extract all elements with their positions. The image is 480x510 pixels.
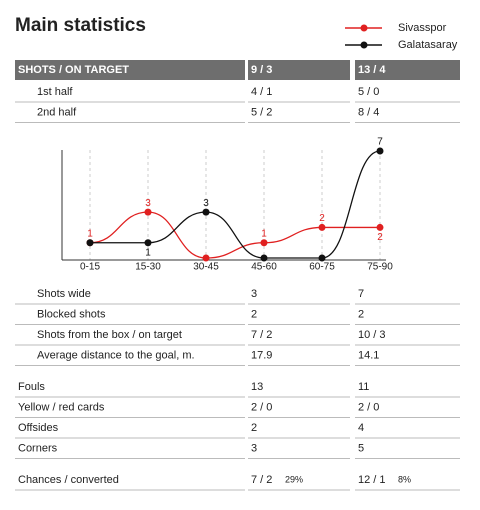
cell-text: 2 / 0 <box>358 401 379 413</box>
value-label: 1 <box>145 247 151 258</box>
cell-text: 4 <box>358 422 364 434</box>
x-tick-label: 15-30 <box>135 262 161 273</box>
title: Main statistics <box>15 15 146 36</box>
header-text: 13 / 4 <box>358 64 386 76</box>
cell-text: 5 / 2 <box>251 106 272 118</box>
cell-text: 7 / 2 <box>251 474 272 486</box>
cell-text: 3 <box>251 442 257 454</box>
value-label: 7 <box>377 137 383 148</box>
cell-text: 5 <box>358 442 364 454</box>
cell-text: Chances / converted <box>18 474 119 486</box>
cell-text: Offsides <box>18 422 59 434</box>
cell-text: 29% <box>285 474 303 484</box>
cell-text: 3 <box>251 288 257 300</box>
point <box>318 223 326 231</box>
legend-dot <box>360 41 368 49</box>
point <box>144 239 152 247</box>
cell-text: Blocked shots <box>37 308 106 320</box>
value-label: 2 <box>319 213 325 224</box>
x-tick-label: 30-45 <box>193 262 219 273</box>
point <box>202 208 210 216</box>
point <box>318 254 326 262</box>
legend-label: Galatasaray <box>398 39 458 51</box>
header-cell <box>15 60 245 80</box>
header-text: SHOTS / ON TARGET <box>18 64 129 76</box>
cell-text: 2nd half <box>37 106 77 118</box>
cell-text: 14.1 <box>358 349 379 361</box>
cell-text: 17.9 <box>251 349 272 361</box>
cell-text: Corners <box>18 442 58 454</box>
cell-text: Shots wide <box>37 288 91 300</box>
cell-text: 2 / 0 <box>251 401 272 413</box>
header-cell <box>355 60 460 80</box>
value-label: 2 <box>377 232 383 243</box>
cell-text: Fouls <box>18 381 45 393</box>
cell-text: 7 / 2 <box>251 329 272 341</box>
point <box>260 239 268 247</box>
cell-text: 11 <box>358 381 369 393</box>
legend-label: Sivasspor <box>398 22 447 34</box>
cell-text: 1st half <box>37 86 73 98</box>
cell-text: 7 <box>358 288 364 300</box>
value-label: 1 <box>87 228 93 239</box>
value-label: 1 <box>261 228 267 239</box>
point <box>376 147 384 155</box>
cell-text: Shots from the box / on target <box>37 329 182 341</box>
x-tick-label: 60-75 <box>309 262 335 273</box>
value-label: 3 <box>203 198 209 209</box>
cell-text: 5 / 0 <box>358 86 379 98</box>
cell-text: 10 / 3 <box>358 329 386 341</box>
cell-text: 12 / 1 <box>358 474 386 486</box>
cell-text: 2 <box>251 422 257 434</box>
series-line <box>90 150 381 259</box>
point <box>86 239 94 247</box>
cell-text: 2 <box>358 308 364 320</box>
point <box>144 208 152 216</box>
cell-text: Yellow / red cards <box>18 401 105 413</box>
cell-text: 8 / 4 <box>358 106 379 118</box>
cell-text: 4 / 1 <box>251 86 272 98</box>
point <box>202 254 210 262</box>
point <box>376 223 384 231</box>
legend-dot <box>360 24 368 32</box>
cell-text: 8% <box>398 474 411 484</box>
value-label: 3 <box>145 198 151 209</box>
cell-text: 2 <box>251 308 257 320</box>
x-tick-label: 75-90 <box>367 262 393 273</box>
point <box>260 254 268 262</box>
x-tick-label: 0-15 <box>80 262 100 273</box>
header-text: 9 / 3 <box>251 64 272 76</box>
x-tick-label: 45-60 <box>251 262 277 273</box>
cell-text: 13 <box>251 381 263 393</box>
header-cell <box>248 60 350 80</box>
cell-text: Average distance to the goal, m. <box>37 349 195 361</box>
